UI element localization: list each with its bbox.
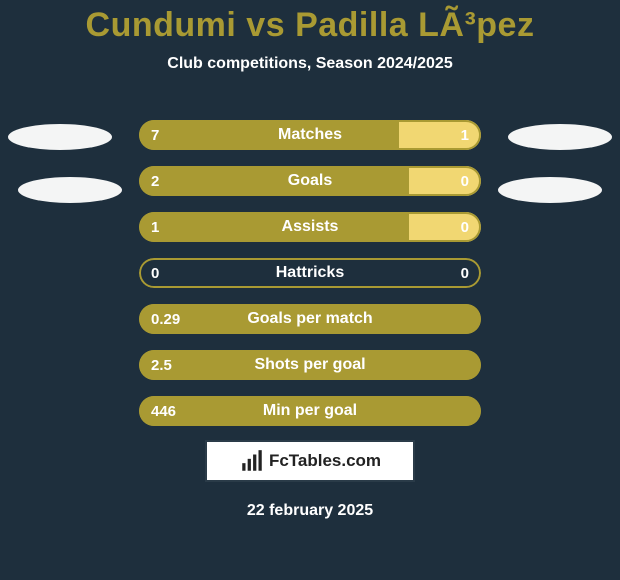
brand-box[interactable]: FcTables.com <box>205 440 415 482</box>
player1-badge-1 <box>8 124 112 150</box>
stat-label: Hattricks <box>139 258 481 288</box>
stats-bars: Matches71Goals20Assists10Hattricks00Goal… <box>139 120 481 442</box>
stat-value-left: 446 <box>151 396 176 426</box>
player1-badge-2 <box>18 177 122 203</box>
stat-label: Min per goal <box>139 396 481 426</box>
stat-value-right: 0 <box>461 258 469 288</box>
stat-bar: Assists1 0 <box>139 212 481 242</box>
stat-bar: Hattricks0 0 <box>139 258 481 288</box>
stat-bar: Min per goal446 <box>139 396 481 426</box>
stat-value-right: 0 <box>461 166 469 196</box>
stat-bar: Goals2 0 <box>139 166 481 196</box>
stat-bar: Shots per goal2.5 <box>139 350 481 380</box>
stat-label: Goals per match <box>139 304 481 334</box>
stat-bar: Goals per match0.29 <box>139 304 481 334</box>
stat-value-left: 2 <box>151 166 159 196</box>
stat-label: Shots per goal <box>139 350 481 380</box>
stat-value-left: 1 <box>151 212 159 242</box>
stat-bar: Matches7 1 <box>139 120 481 150</box>
stat-value-left: 2.5 <box>151 350 172 380</box>
player1-name: Cundumi <box>86 6 237 44</box>
brand-logo-icon <box>239 448 265 474</box>
stat-label: Goals <box>139 166 481 196</box>
comparison-infographic: Cundumi vs Padilla LÃ³pez Club competiti… <box>0 0 620 580</box>
player2-badge-1 <box>508 124 612 150</box>
vs-text: vs <box>246 6 285 44</box>
stat-label: Assists <box>139 212 481 242</box>
player2-name: Padilla LÃ³pez <box>295 6 534 44</box>
stat-value-right: 1 <box>461 120 469 150</box>
stat-value-left: 0 <box>151 258 159 288</box>
stat-label: Matches <box>139 120 481 150</box>
brand-text: FcTables.com <box>269 451 381 471</box>
date-text: 22 february 2025 <box>0 502 620 520</box>
subtitle: Club competitions, Season 2024/2025 <box>0 55 620 73</box>
stat-value-left: 7 <box>151 120 159 150</box>
stat-value-right: 0 <box>461 212 469 242</box>
page-title: Cundumi vs Padilla LÃ³pez <box>0 6 620 45</box>
player2-badge-2 <box>498 177 602 203</box>
stat-value-left: 0.29 <box>151 304 180 334</box>
